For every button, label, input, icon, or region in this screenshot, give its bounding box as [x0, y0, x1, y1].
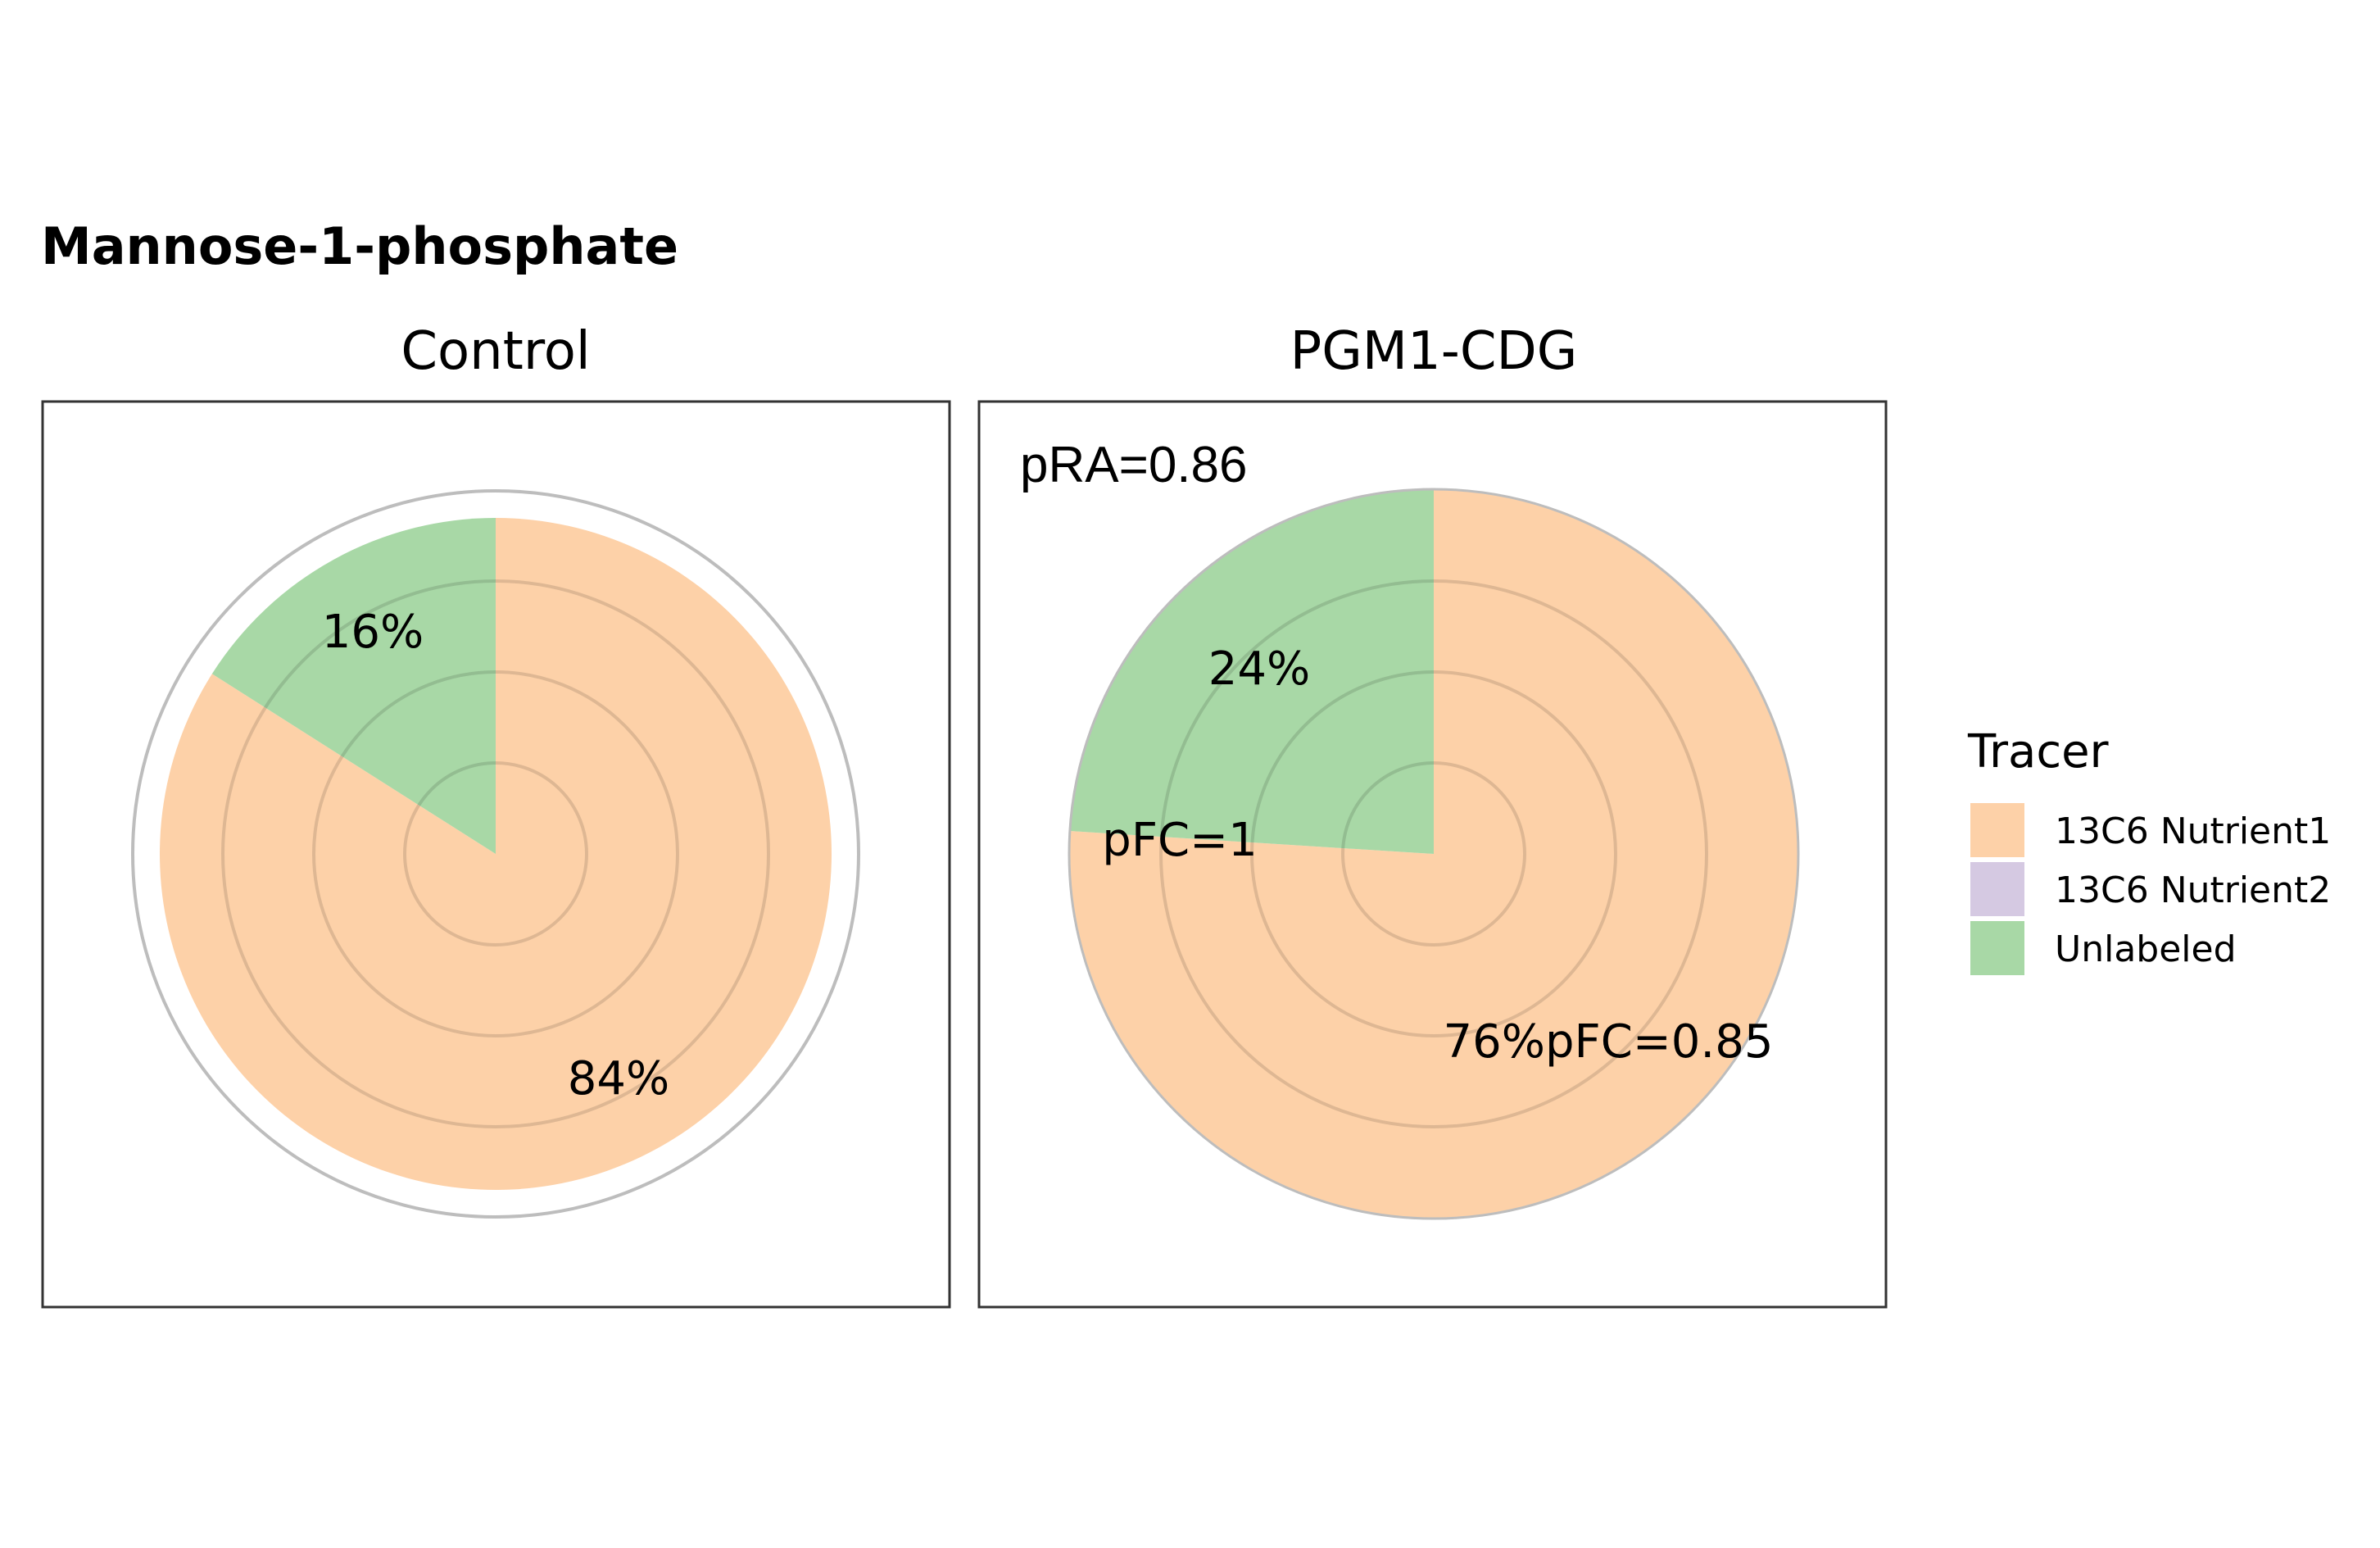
- annotation-pra: pRA=0.86: [1020, 437, 1248, 493]
- legend-title: Tracer: [1967, 725, 2110, 779]
- grid-ring: [312, 670, 679, 1037]
- panel-outline-circle: [131, 489, 860, 1219]
- facet-strip-pgm1-cdg: PGM1-CDG: [1290, 321, 1578, 382]
- grid-ring: [1341, 761, 1526, 947]
- annotation-pfc: pFC=1: [1102, 814, 1257, 867]
- slice-label-unlabeled: 24%: [1208, 642, 1310, 696]
- panel-outline-circle: [1068, 488, 1800, 1220]
- slice-label-nutrient1: 76%pFC=0.85: [1444, 1015, 1774, 1069]
- grid-ring: [1159, 579, 1708, 1128]
- grid-ring: [221, 579, 770, 1128]
- chart-title: Mannose-1-phosphate: [41, 216, 678, 276]
- legend-label-13c6-nutrient1: 13C6 Nutrient1: [2055, 810, 2331, 852]
- legend-swatch-unlabeled: [1970, 921, 2024, 975]
- legend-label-13c6-nutrient2: 13C6 Nutrient2: [2055, 869, 2331, 911]
- panel-pgm1-cdg: pRA=0.86 24% pFC=1 76%pFC=0.85: [977, 400, 1888, 1309]
- panel-control: 16% 84%: [41, 400, 951, 1309]
- legend-label-unlabeled: Unlabeled: [2055, 928, 2237, 970]
- grid-ring: [1250, 670, 1617, 1037]
- slice-label-nutrient1: 84%: [568, 1052, 669, 1105]
- grid-rings: [1159, 579, 1708, 1128]
- facet-strip-control: Control: [401, 321, 590, 382]
- slice-label-unlabeled: 16%: [322, 606, 424, 659]
- legend: Tracer 13C6 Nutrient1 13C6 Nutrient2 Unl…: [1967, 725, 2331, 975]
- legend-swatch-13c6-nutrient2: [1970, 862, 2024, 916]
- pie-control: [159, 518, 832, 1190]
- pie-pgm1-cdg: [1069, 489, 1798, 1219]
- legend-swatch-13c6-nutrient1: [1970, 803, 2024, 857]
- pie-slice-unlabeled: [211, 518, 496, 854]
- pie-slice-unlabeled: [1069, 489, 1434, 854]
- grid-ring: [403, 761, 588, 947]
- grid-rings: [221, 579, 770, 1128]
